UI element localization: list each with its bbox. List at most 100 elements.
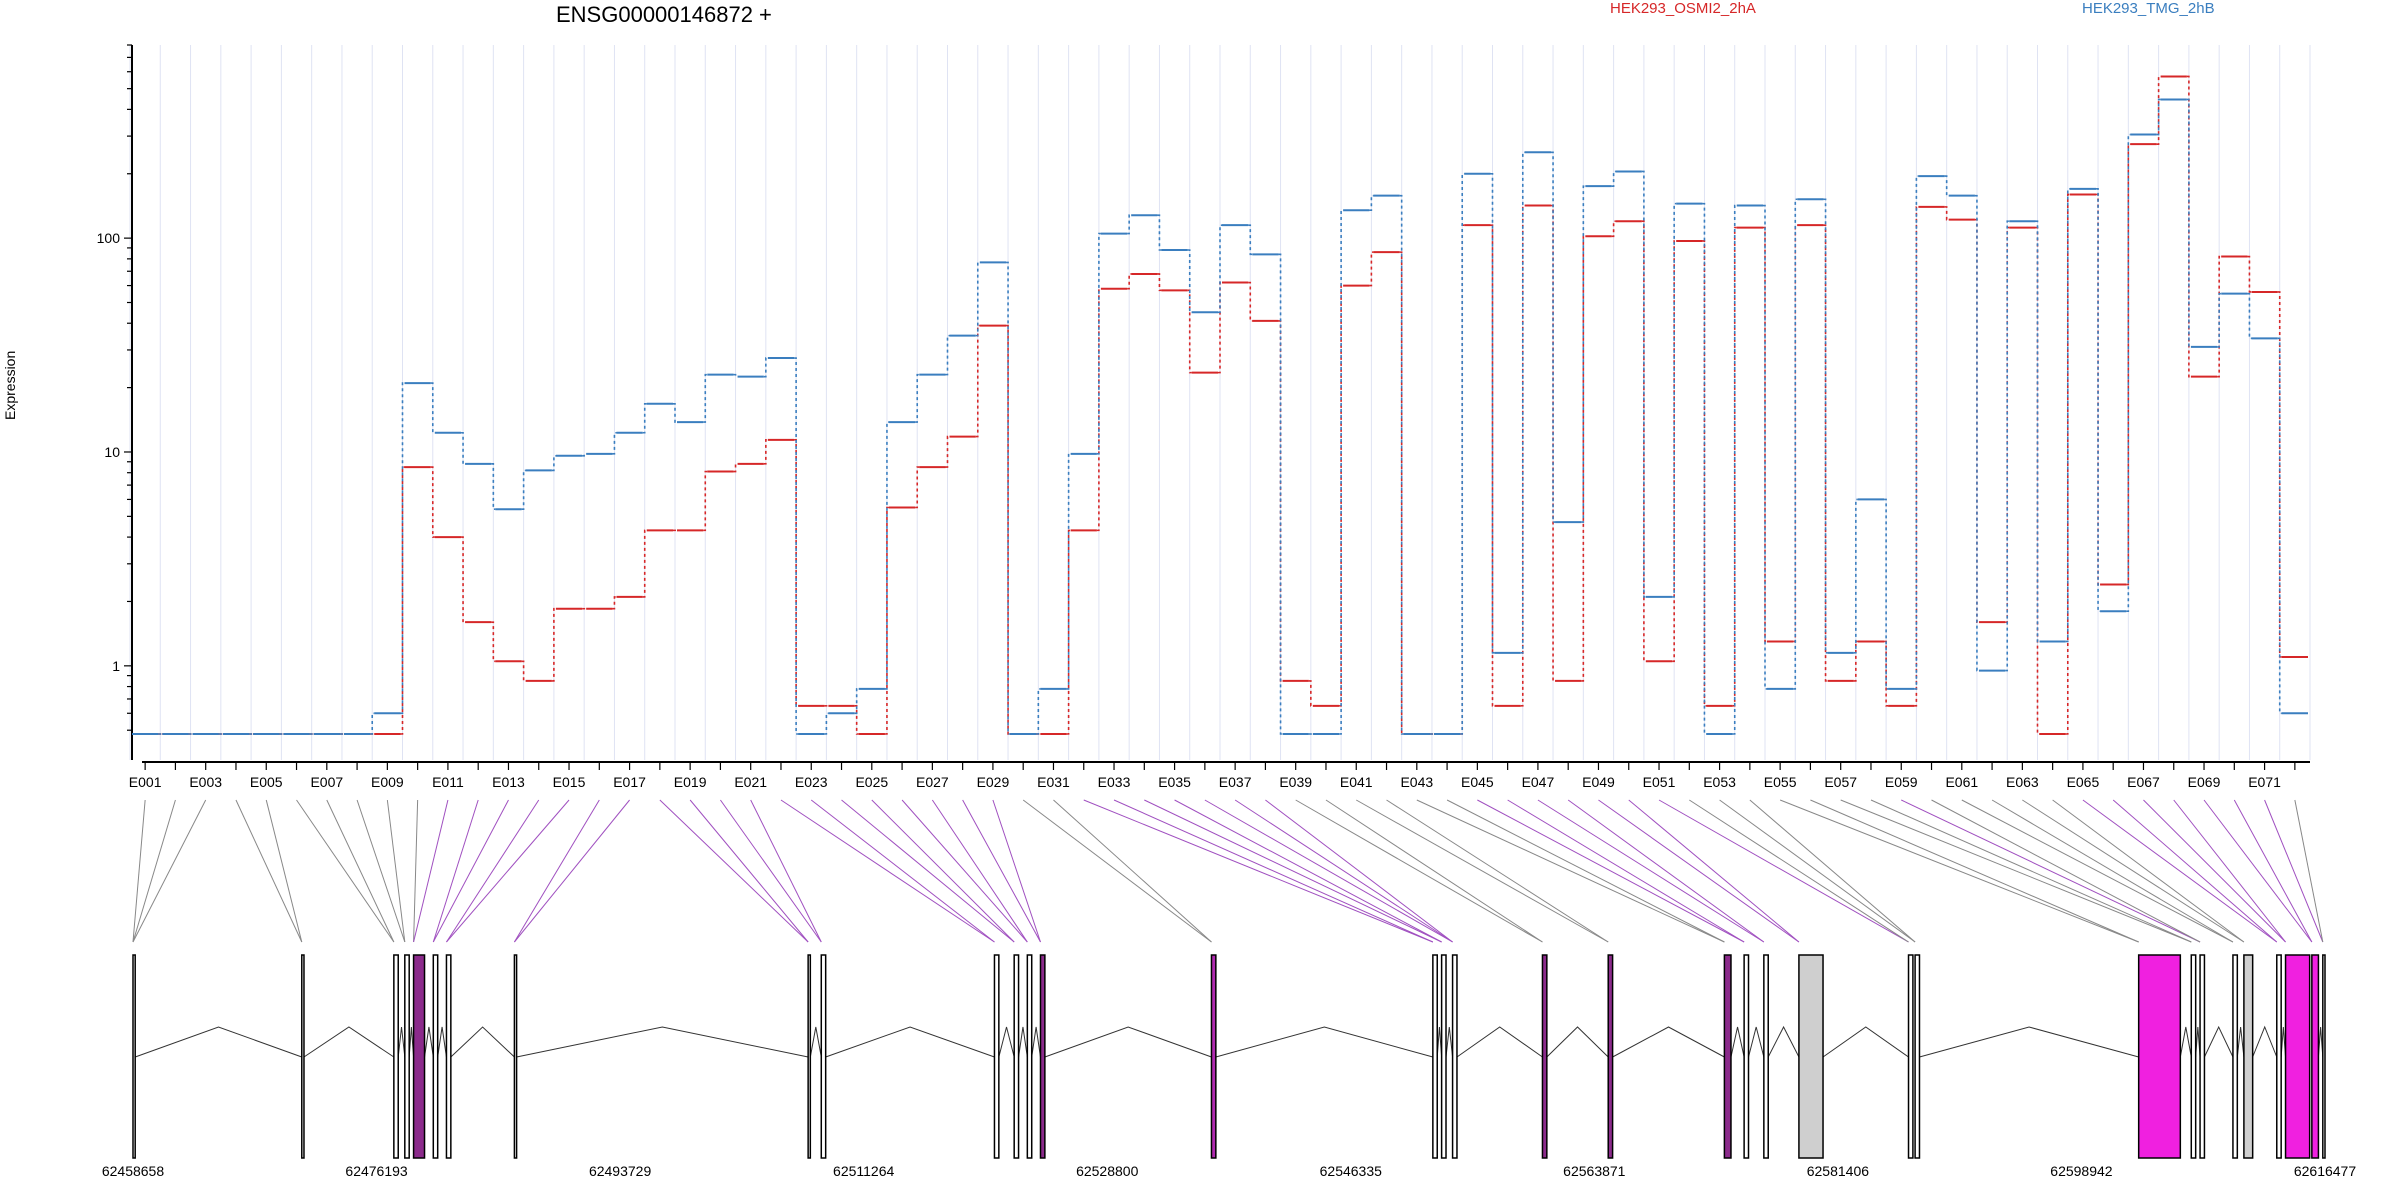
exon-block: [807, 954, 812, 1159]
series-1-connector: [2035, 226, 2040, 735]
intron-line: [998, 1026, 1015, 1058]
series-2-connector: [703, 373, 708, 423]
exon-block: [2232, 954, 2239, 1159]
series-1-connector: [2277, 291, 2282, 658]
series-2-connector: [1127, 214, 1132, 235]
series-2-connector: [1732, 204, 1737, 735]
series-2-connector: [1974, 194, 1979, 672]
x-tick-label: E005: [250, 774, 283, 790]
series-1-connector: [1551, 204, 1556, 682]
exon-connector: [514, 799, 630, 943]
exon-block: [1026, 954, 1033, 1159]
exon-connector: [432, 799, 479, 943]
series-2-connector: [370, 712, 375, 735]
series-1-connector: [915, 466, 920, 509]
legend-series-a: HEK293_OSMI2_2hA: [1610, 0, 1756, 17]
exon-connector: [720, 799, 822, 943]
exon-connector: [513, 799, 600, 943]
exon-connector: [356, 799, 406, 943]
genomic-coordinate-label: 62563871: [1563, 1163, 1626, 1179]
intron-line: [1456, 1026, 1543, 1058]
series-2-connector: [1339, 209, 1344, 735]
exon-connector: [2022, 799, 2245, 943]
exon-connector: [1901, 799, 2201, 943]
x-tick-label: E067: [2127, 774, 2160, 790]
exon-connector: [659, 799, 809, 943]
series-1-connector: [2247, 255, 2252, 293]
exon-block: [2137, 954, 2182, 1159]
exon-connector: [2082, 799, 2278, 943]
series-2-connector: [1641, 170, 1646, 598]
exon-connector: [1083, 799, 1434, 943]
x-tick-label: E035: [1158, 774, 1191, 790]
exon-connector: [1961, 799, 2234, 943]
x-tick-label: E039: [1279, 774, 1312, 790]
exon-block: [820, 954, 827, 1159]
x-tick-label: E071: [2248, 774, 2281, 790]
x-tick-label: E033: [1098, 774, 1131, 790]
intron-line: [1748, 1026, 1765, 1058]
x-tick-label: E011: [432, 774, 464, 790]
series-1-connector: [400, 466, 405, 735]
exon-connector: [386, 799, 406, 943]
series-1-connector: [430, 466, 435, 538]
genomic-coordinate-label: 62581406: [1807, 1163, 1870, 1179]
series-2-connector: [2005, 220, 2010, 672]
exon-connector: [1870, 799, 2192, 943]
series-2-connector: [430, 382, 435, 434]
exon-block: [1914, 954, 1921, 1159]
exon-connector: [2143, 799, 2286, 943]
x-tick-label: E021: [734, 774, 767, 790]
series-2-connector: [794, 357, 799, 735]
exon-block: [2199, 954, 2206, 1159]
x-tick-label: E017: [613, 774, 646, 790]
series-2-connector: [1914, 175, 1919, 690]
exon-block: [1440, 954, 1447, 1159]
exon-connector: [1779, 799, 2139, 943]
x-tick-label: E031: [1037, 774, 1070, 790]
exon-connector: [1477, 799, 1745, 943]
exon-connector: [1991, 799, 2234, 943]
series-1-connector: [884, 506, 889, 735]
series-1-connector: [945, 435, 950, 468]
x-tick-label: E049: [1582, 774, 1615, 790]
exon-connector: [1386, 799, 1609, 943]
series-2-connector: [1581, 185, 1586, 523]
exon-connector: [1204, 799, 1453, 943]
exon-connector: [2173, 799, 2286, 943]
series-2-connector: [1853, 498, 1858, 654]
exon-block: [412, 954, 426, 1159]
series-1-connector: [1127, 273, 1132, 290]
x-tick-label: E023: [795, 774, 828, 790]
exon-connector: [1719, 799, 1916, 943]
series-2-connector: [491, 463, 496, 511]
series-1-connector: [461, 536, 466, 623]
series-1-connector: [1308, 680, 1313, 707]
exon-block: [1541, 954, 1548, 1159]
series-2-connector: [400, 382, 405, 715]
exon-connector: [1416, 799, 1725, 943]
intron-line: [1044, 1026, 1212, 1058]
series-2-connector: [582, 453, 587, 457]
series-2-connector: [1218, 224, 1222, 314]
exon-connector: [810, 799, 995, 943]
series-2-connector: [1823, 198, 1828, 654]
exon-connector: [296, 799, 395, 943]
exon-connector: [750, 799, 822, 943]
series-1-connector: [1944, 206, 1949, 221]
intron-line: [437, 1026, 447, 1058]
series-2-connector: [612, 431, 617, 455]
genomic-coordinate-label: 62458658: [102, 1163, 165, 1179]
series-2-connector: [824, 712, 829, 735]
intron-line: [516, 1026, 809, 1058]
x-tick-label: E043: [1400, 774, 1433, 790]
genomic-coordinate-label: 62511264: [833, 1163, 894, 1179]
x-tick-label: E045: [1461, 774, 1494, 790]
exon-connector: [132, 799, 146, 943]
series-2-connector: [1369, 194, 1374, 212]
x-tick-label: E069: [2188, 774, 2221, 790]
series-2-connector: [733, 373, 738, 378]
genomic-coordinate-label: 62528800: [1076, 1163, 1139, 1179]
exon-connector: [1810, 799, 2139, 943]
x-tick-label: E001: [129, 774, 162, 790]
